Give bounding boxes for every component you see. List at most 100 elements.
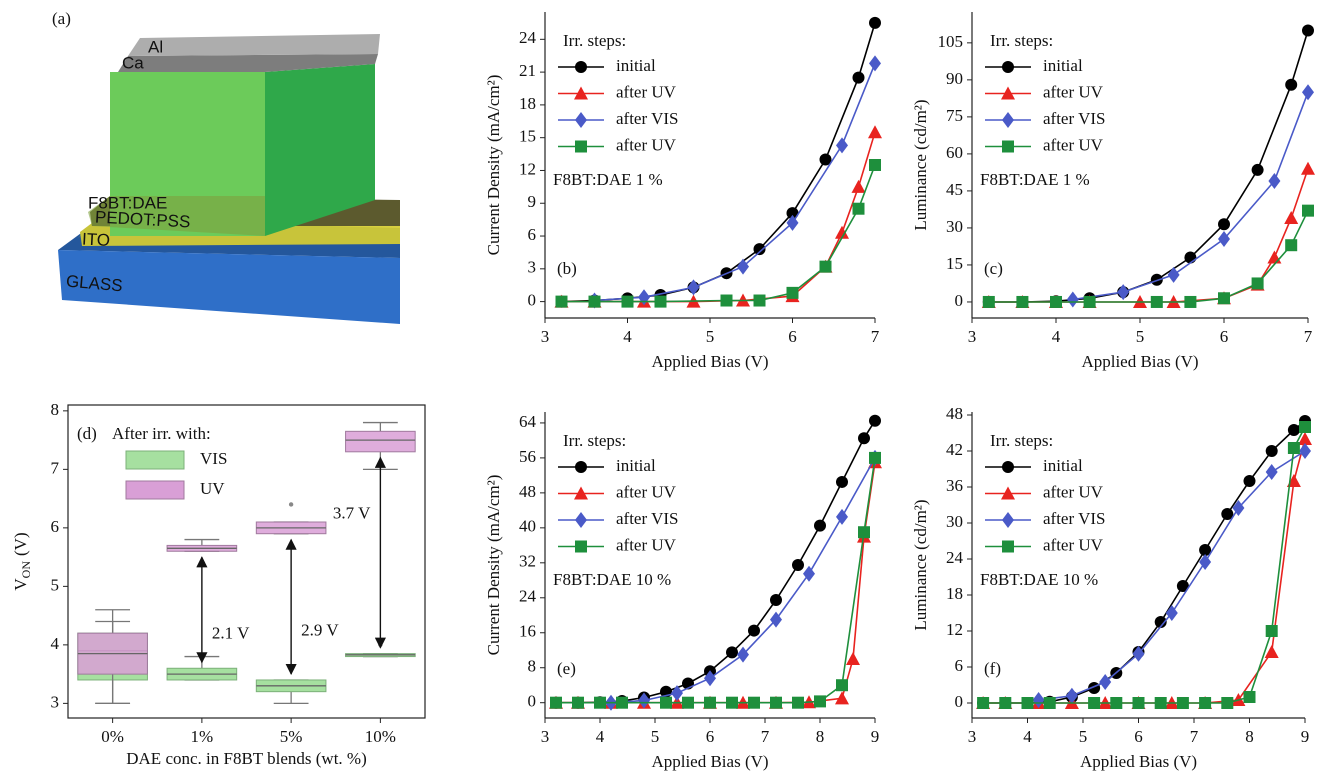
- y-tick-label: 30: [946, 217, 963, 236]
- data-point: [1264, 645, 1279, 658]
- y-axis-label: Luminance (cd/m²): [911, 499, 930, 630]
- y-tick-label: 56: [519, 447, 536, 466]
- y-axis-label: Current Density (mA/cm²): [484, 75, 503, 256]
- shift-label: 2.1 V: [212, 624, 250, 643]
- legend-marker: [575, 540, 587, 553]
- x-tick-label: 6: [1220, 327, 1229, 346]
- y-tick-label: 6: [51, 517, 60, 536]
- legend-label: initial: [616, 56, 656, 75]
- y-tick-label: 0: [955, 291, 964, 310]
- data-point: [836, 137, 848, 154]
- data-point: [1050, 295, 1062, 308]
- layer-label: PEDOT:PSS: [95, 207, 191, 231]
- legend-marker: [575, 112, 587, 128]
- x-tick-label: 6: [1134, 727, 1143, 746]
- y-tick-label: 40: [519, 517, 536, 536]
- panel-label: (f): [984, 659, 1001, 678]
- y-tick-label: 15: [946, 254, 963, 273]
- legend-marker: [1002, 461, 1014, 473]
- y-tick-label: 30: [946, 512, 963, 531]
- data-point: [836, 508, 848, 525]
- data-point: [550, 696, 562, 709]
- data-point: [1301, 161, 1315, 175]
- layer-label: F8BT:DAE: [88, 193, 167, 212]
- data-point: [748, 624, 760, 637]
- data-point: [814, 519, 826, 532]
- data-point: [1132, 645, 1145, 662]
- data-point: [1285, 78, 1298, 91]
- y-tick-label: 42: [946, 440, 963, 459]
- data-point: [786, 286, 799, 299]
- y-tick-label: 48: [519, 482, 536, 501]
- x-tick-label: 10%: [365, 727, 396, 746]
- data-point: [1268, 173, 1281, 190]
- data-point: [1032, 692, 1045, 708]
- data-point: [654, 295, 667, 308]
- series-line: [983, 420, 1306, 704]
- data-point: [1221, 697, 1234, 709]
- legend-patch: [125, 480, 185, 500]
- active-front: [110, 72, 265, 236]
- data-point: [1099, 674, 1112, 690]
- data-point: [1088, 697, 1101, 709]
- data-point: [1167, 266, 1180, 283]
- data-point: [814, 695, 826, 708]
- data-point: [869, 451, 881, 464]
- panel-label: (d): [77, 424, 97, 443]
- legend-marker: [1002, 540, 1014, 553]
- y-tick-label: 24: [519, 28, 537, 47]
- glass-front: [58, 250, 400, 324]
- data-point: [1021, 697, 1034, 709]
- layer-label: ITO: [82, 229, 111, 249]
- y-tick-label: 24: [946, 548, 964, 567]
- data-point: [1199, 554, 1212, 570]
- legend-title: Irr. steps:: [563, 431, 626, 450]
- data-point: [858, 432, 870, 445]
- x-tick-label: 8: [1245, 727, 1254, 746]
- y-tick-label: 0: [955, 692, 964, 711]
- legend-label: initial: [616, 456, 656, 475]
- legend-label: initial: [1043, 456, 1083, 475]
- data-point: [1265, 464, 1278, 480]
- data-point: [737, 646, 749, 663]
- layer-label: Ca: [122, 53, 144, 72]
- x-tick-label: 8: [816, 727, 825, 746]
- data-point: [1132, 697, 1145, 709]
- y-tick-label: 18: [519, 94, 536, 113]
- x-tick-label: 4: [596, 727, 605, 746]
- data-point: [1150, 295, 1163, 308]
- layer-label: Al: [148, 37, 163, 56]
- legend-marker: [1002, 61, 1014, 73]
- x-tick-label: 7: [1304, 327, 1313, 346]
- y-tick-label: 105: [938, 32, 964, 51]
- x-tick-label: 4: [623, 327, 632, 346]
- legend-marker: [1001, 86, 1015, 100]
- panel-label: (c): [984, 259, 1003, 278]
- line-panel: 0 6 12 18 24 30 36 42 48 3 4 5 6 7 8 9 Applied Bias (V) L…: [911, 404, 1312, 771]
- legend-marker: [575, 461, 587, 473]
- data-point: [737, 258, 749, 275]
- x-tick-label: 3: [541, 727, 550, 746]
- data-point: [836, 679, 848, 692]
- annotation: F8BT:DAE 10 %: [553, 570, 671, 589]
- data-point: [1083, 295, 1096, 308]
- shift-label: 2.9 V: [301, 621, 339, 640]
- legend-label: after UV: [616, 535, 677, 554]
- data-point: [858, 526, 870, 539]
- x-tick-label: 7: [1190, 727, 1199, 746]
- data-point: [792, 559, 804, 571]
- data-point: [792, 696, 804, 709]
- y-tick-label: 8: [528, 657, 537, 676]
- data-point: [1218, 218, 1230, 231]
- legend-title: After irr. with:: [112, 424, 211, 443]
- data-point: [616, 696, 628, 709]
- data-point: [1286, 474, 1301, 487]
- data-point: [1302, 84, 1314, 101]
- data-point: [1287, 442, 1300, 454]
- legend-marker: [575, 512, 587, 528]
- data-point: [1176, 697, 1189, 709]
- y-tick-label: 45: [946, 180, 963, 199]
- data-point: [1184, 295, 1197, 308]
